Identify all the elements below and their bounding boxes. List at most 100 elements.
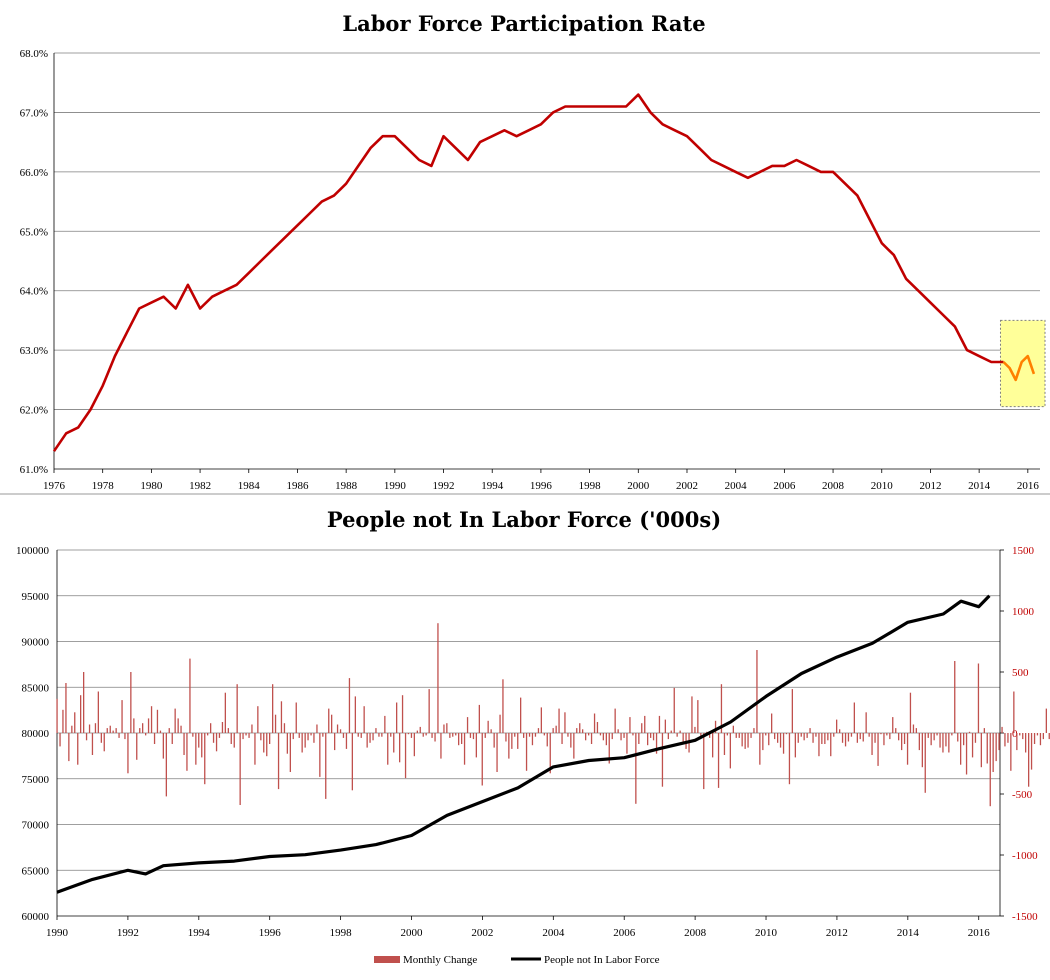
bar (641, 723, 643, 733)
bar (1022, 733, 1024, 740)
bar (461, 733, 463, 744)
bar (895, 728, 897, 733)
x-tick-label: 2000 (401, 927, 424, 939)
legend-swatch-bar (374, 956, 400, 963)
y-tick-label: 80000 (22, 728, 50, 740)
bar (357, 733, 359, 737)
x-tick-label: 2008 (684, 927, 707, 939)
bar (74, 712, 76, 733)
bar (632, 733, 634, 736)
bar (221, 722, 224, 733)
bar (407, 733, 410, 735)
bar (744, 733, 746, 749)
bar (703, 733, 705, 790)
bar (844, 733, 847, 747)
x-tick-label: 2006 (773, 480, 796, 492)
bar (525, 733, 528, 771)
bar (809, 728, 811, 733)
bar (59, 733, 61, 747)
bar (771, 713, 773, 733)
bar (88, 724, 91, 733)
bar (824, 733, 826, 744)
bar (874, 733, 876, 743)
bar (1013, 691, 1015, 733)
bar (1028, 733, 1030, 787)
bar (257, 706, 259, 733)
bar (635, 733, 637, 804)
bar (230, 733, 232, 744)
bar (298, 733, 300, 738)
bar (289, 733, 291, 772)
bar (121, 700, 123, 733)
y-tick-label: 67.0% (20, 107, 48, 119)
bar (369, 733, 371, 743)
bar (534, 733, 537, 737)
bar (676, 733, 678, 737)
bar (393, 733, 395, 753)
series-line (52, 93, 1004, 452)
bar (363, 706, 365, 733)
bar (130, 672, 132, 733)
bar (307, 733, 309, 741)
x-tick-label: 2002 (676, 480, 698, 492)
bar (661, 733, 664, 787)
bar (965, 733, 968, 775)
bar (416, 730, 418, 733)
bar (759, 733, 761, 765)
bar (127, 733, 129, 774)
y-tick-label: 60000 (22, 911, 50, 923)
bar (183, 733, 185, 755)
bar (579, 723, 581, 733)
bar (224, 692, 226, 733)
bar (520, 697, 522, 733)
bar (115, 728, 117, 733)
bar (912, 724, 915, 733)
bar (945, 733, 947, 747)
not-in-labor-force-chart: People not In Labor Force ('000s) 100000… (16, 507, 1050, 966)
bar (862, 733, 864, 742)
bar (139, 728, 141, 733)
bar (614, 708, 616, 733)
bar (924, 733, 926, 793)
bar (936, 733, 938, 736)
y2-tick-label: -1500 (1012, 911, 1038, 923)
bar (596, 722, 599, 733)
x-tick-label: 2000 (627, 480, 650, 492)
bar (280, 701, 283, 733)
participation-rate-chart: Labor Force Participation Rate 68.0% 67.0… (20, 11, 1046, 492)
bar (652, 733, 655, 741)
bar (617, 729, 619, 733)
bar (210, 723, 212, 733)
bar (159, 730, 162, 733)
chart-title: Labor Force Participation Rate (342, 11, 705, 36)
bar (334, 733, 336, 751)
bar (345, 733, 348, 749)
bar (83, 672, 85, 733)
x-tick-label: 1990 (384, 480, 407, 492)
bar (100, 733, 102, 743)
bar (133, 718, 135, 733)
x-tick-label: 2010 (871, 480, 894, 492)
bar (738, 733, 740, 738)
bar (777, 733, 779, 743)
bar (933, 733, 935, 741)
bar (112, 730, 114, 733)
bar (94, 723, 97, 733)
bar (611, 733, 613, 740)
bar (599, 733, 602, 736)
bar (366, 733, 368, 748)
bar (951, 733, 953, 736)
bar (502, 679, 504, 733)
x-tick-label: 1992 (433, 480, 455, 492)
bar (847, 733, 850, 742)
bar (865, 712, 867, 733)
y2-tick-label: 500 (1012, 667, 1029, 679)
bar (215, 733, 218, 752)
bar (626, 733, 628, 754)
bar (118, 733, 120, 738)
bar (472, 733, 475, 740)
y-tick-label: 95000 (22, 591, 50, 603)
y-tick-label: 65.0% (20, 226, 48, 238)
bar (765, 733, 767, 736)
